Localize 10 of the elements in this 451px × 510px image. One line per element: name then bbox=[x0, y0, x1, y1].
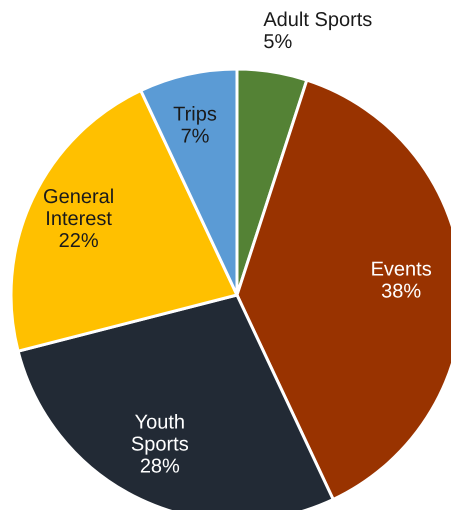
data-label: 28% bbox=[140, 455, 180, 478]
slice-label: Events bbox=[370, 258, 432, 280]
slice-label: Trips bbox=[173, 104, 217, 126]
data-label: 7% bbox=[180, 126, 210, 148]
data-label: 5% bbox=[263, 31, 292, 54]
slice-label: Adult Sports bbox=[263, 9, 372, 32]
slice-label: Youth Sports bbox=[130, 411, 189, 456]
data-label: 38% bbox=[381, 280, 422, 302]
slice-label: General Interest bbox=[43, 186, 114, 230]
data-label: 22% bbox=[58, 230, 99, 252]
